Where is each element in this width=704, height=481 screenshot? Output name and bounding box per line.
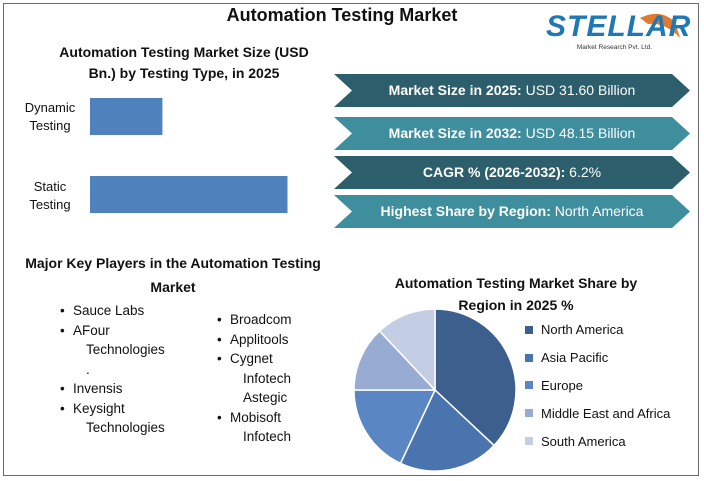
logo: STELLAR Market Research Pvt. Ltd. (540, 8, 690, 56)
key-players-title: Major Key Players in the Automation Test… (25, 255, 321, 295)
legend-item: Middle East and Africa (525, 399, 670, 427)
pie-legend: North America Asia Pacific Europe Middle Ea… (525, 316, 670, 455)
legend-item: Asia Pacific (525, 344, 670, 372)
bar-static-testing (90, 176, 288, 213)
legend-label: Europe (541, 377, 583, 393)
bar-category-label-static: Static Testing (29, 179, 71, 212)
legend-swatch (525, 353, 533, 362)
legend-label: North America (541, 322, 624, 338)
stat-chevron-shape (334, 74, 690, 107)
legend-swatch (525, 409, 533, 418)
pie-slice-south-america (378, 308, 436, 392)
pie-slice-north-america (434, 308, 517, 447)
legend-swatch (525, 437, 533, 446)
stat-market-size-2032: Market Size in 2032: USD 48.15 Billion (334, 117, 690, 150)
list-item: Sauce Labs (60, 301, 165, 321)
logo-subtitle: Market Research Pvt. Ltd. (576, 44, 652, 51)
list-item: Astegic (243, 390, 288, 405)
bar-chart (90, 98, 288, 213)
stat-chevron-shape (334, 156, 690, 189)
pie-chart (353, 308, 517, 472)
pie-slice-asia-pacific (399, 388, 496, 472)
stat-market-size-2025: Market Size in 2025: USD 31.60 Billion (334, 74, 690, 107)
stat-chevron-shape (334, 195, 690, 228)
legend-item: Europe (525, 372, 670, 400)
list-item: Invensis (60, 379, 165, 399)
stat-cagr: CAGR % (2026-2032): 6.2% (334, 156, 690, 189)
infographic-frame (3, 3, 699, 476)
legend-item: South America (525, 427, 670, 455)
stat-chevron-shape (334, 117, 690, 150)
logo-word: STELLAR (546, 10, 692, 43)
pie-slice-middle-east-and-africa (353, 329, 437, 391)
pie-chart-title: Automation Testing Market Share by Regio… (394, 275, 638, 313)
legend-label: Asia Pacific (541, 350, 609, 366)
legend-swatch (525, 381, 533, 390)
legend-swatch (525, 325, 533, 334)
legend-label: South America (541, 433, 626, 449)
list-item: Applitools (217, 330, 292, 350)
bar-dynamic-testing (90, 98, 163, 135)
list-item: Broadcom (217, 310, 292, 330)
legend-label: Middle East and Africa (541, 405, 671, 421)
page-title: Automation Testing Market (226, 5, 458, 25)
stat-highest-region: Highest Share by Region: North America (334, 195, 690, 228)
list-item: . (86, 361, 90, 377)
legend-item: North America (525, 316, 670, 344)
bar-category-label-dynamic: Dynamic Testing (24, 100, 76, 133)
bar-chart-title: Automation Testing Market Size (USD Bn.)… (59, 44, 309, 81)
logo-swoosh-icon (640, 13, 680, 38)
pie-slice-europe (353, 389, 437, 465)
